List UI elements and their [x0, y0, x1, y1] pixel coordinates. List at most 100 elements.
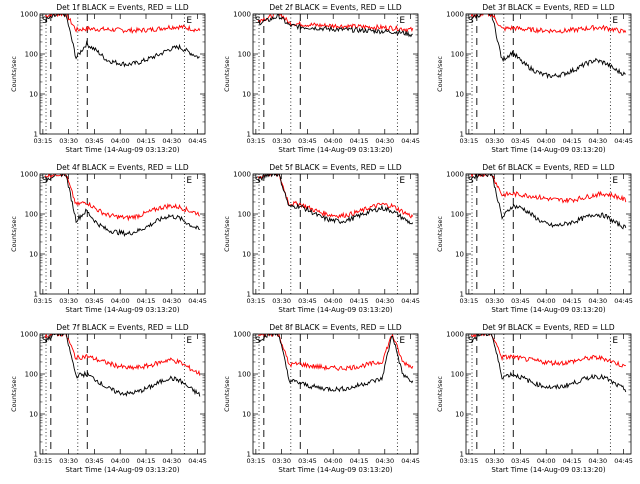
panel-det-8f: Det 8f BLACK = Events, RED = LLD 1 10 100 10…: [223, 323, 420, 474]
y-tick-label: 1: [34, 451, 38, 459]
y-tick-label: 1000: [233, 331, 251, 339]
x-tick-label: 04:15: [137, 137, 156, 145]
x-tick-label: 04:45: [188, 137, 207, 145]
y-tick-label: 100: [451, 51, 464, 59]
panel-det-5f: Det 5f BLACK = Events, RED = LLD 1 10 100 10…: [223, 163, 420, 314]
x-axis-label: Start Time (14-Aug-09 03:13:20): [278, 306, 392, 314]
panel-title: Det 9f BLACK = Events, RED = LLD: [482, 323, 615, 332]
series-lld-line: [258, 334, 414, 372]
series-lld-line: [44, 334, 201, 376]
y-tick-label: 100: [238, 371, 251, 379]
series-events-line: [44, 334, 201, 397]
x-tick-label: 04:00: [111, 457, 130, 465]
x-axis-label: Start Time (14-Aug-09 03:13:20): [491, 306, 605, 314]
x-tick-label: 03:45: [511, 297, 530, 305]
y-tick-label: 10: [29, 411, 38, 419]
x-tick-label: 03:45: [85, 457, 104, 465]
x-tick-label: 04:45: [614, 457, 633, 465]
series-events-line: [471, 14, 626, 80]
series-lld-line: [44, 14, 201, 34]
marker-e-label: E: [186, 176, 192, 186]
x-tick-label: 04:00: [537, 137, 556, 145]
y-axis-label: Counts/sec: [10, 56, 18, 92]
marker-s-label: S: [255, 336, 261, 346]
x-tick-label: 04:30: [375, 137, 394, 145]
panel-det-7f: Det 7f BLACK = Events, RED = LLD 1 10 100 10…: [10, 323, 207, 474]
panel-title: Det 6f BLACK = Events, RED = LLD: [482, 163, 615, 172]
marker-s-label: S: [468, 16, 474, 26]
marker-e-label: E: [612, 16, 618, 26]
panel-title: Det 1f BLACK = Events, RED = LLD: [56, 3, 189, 12]
plot-frame: [465, 333, 632, 455]
x-tick-label: 04:00: [111, 137, 130, 145]
y-tick-label: 1: [460, 291, 464, 299]
x-tick-label: 03:15: [34, 457, 53, 465]
x-axis-label: Start Time (14-Aug-09 03:13:20): [65, 466, 179, 474]
panel-det-1f: Det 1f BLACK = Events, RED = LLD 1 10 100 10…: [10, 3, 207, 154]
x-tick-label: 03:30: [59, 137, 78, 145]
y-tick-label: 10: [455, 91, 464, 99]
x-tick-label: 03:15: [247, 297, 266, 305]
x-tick-label: 04:15: [563, 297, 582, 305]
y-tick-label: 100: [238, 211, 251, 219]
x-tick-label: 04:45: [401, 297, 420, 305]
series-events-line: [44, 14, 200, 68]
y-tick-label: 1: [247, 291, 251, 299]
x-tick-label: 03:15: [460, 457, 479, 465]
x-tick-label: 03:45: [298, 137, 317, 145]
x-tick-label: 03:30: [272, 297, 291, 305]
marker-e-label: E: [186, 16, 192, 26]
x-tick-label: 03:45: [298, 457, 317, 465]
x-tick-label: 04:00: [324, 297, 343, 305]
x-axis-label: Start Time (14-Aug-09 03:13:20): [65, 146, 179, 154]
y-tick-label: 1000: [446, 171, 464, 179]
marker-s-label: S: [468, 336, 474, 346]
marker-s-label: S: [42, 336, 48, 346]
series-events-line: [44, 174, 200, 238]
x-tick-label: 04:45: [188, 297, 207, 305]
x-tick-label: 04:15: [350, 137, 369, 145]
panel-det-2f: Det 2f BLACK = Events, RED = LLD 1 10 100 10…: [223, 3, 420, 154]
marker-e-label: E: [399, 16, 405, 26]
y-tick-label: 1000: [20, 171, 38, 179]
x-tick-label: 04:00: [324, 137, 343, 145]
x-tick-label: 04:45: [614, 137, 633, 145]
y-tick-label: 1000: [20, 11, 38, 19]
y-tick-label: 100: [451, 371, 464, 379]
x-tick-label: 03:45: [85, 297, 104, 305]
x-tick-label: 03:30: [59, 297, 78, 305]
x-tick-label: 03:30: [272, 457, 291, 465]
x-tick-label: 04:45: [401, 457, 420, 465]
x-axis-label: Start Time (14-Aug-09 03:13:20): [491, 466, 605, 474]
x-tick-label: 03:30: [485, 457, 504, 465]
marker-s-label: S: [468, 176, 474, 186]
plot-frame: [39, 13, 206, 135]
y-tick-label: 100: [25, 51, 38, 59]
y-tick-label: 1: [34, 291, 38, 299]
x-tick-label: 04:15: [137, 297, 156, 305]
x-tick-label: 03:45: [511, 457, 530, 465]
series-events-line: [257, 174, 414, 225]
x-tick-label: 03:15: [34, 297, 53, 305]
y-tick-label: 1: [460, 131, 464, 139]
y-tick-label: 1: [247, 451, 251, 459]
y-axis-label: Counts/sec: [223, 376, 231, 412]
marker-s-label: S: [255, 16, 261, 26]
y-tick-label: 1000: [20, 331, 38, 339]
x-tick-label: 03:30: [485, 137, 504, 145]
series-events-line: [257, 334, 414, 393]
series-events-line: [257, 14, 413, 38]
plot-frame: [39, 333, 206, 455]
plot-frame: [252, 13, 419, 135]
x-tick-label: 03:15: [460, 297, 479, 305]
x-tick-label: 04:30: [588, 137, 607, 145]
series-events-line: [471, 334, 627, 393]
y-tick-label: 1000: [233, 11, 251, 19]
panel-title: Det 3f BLACK = Events, RED = LLD: [482, 3, 615, 12]
x-tick-label: 04:15: [137, 457, 156, 465]
marker-e-label: E: [186, 336, 192, 346]
series-lld-line: [257, 174, 414, 219]
series-events-line: [470, 174, 627, 230]
y-axis-label: Counts/sec: [223, 56, 231, 92]
